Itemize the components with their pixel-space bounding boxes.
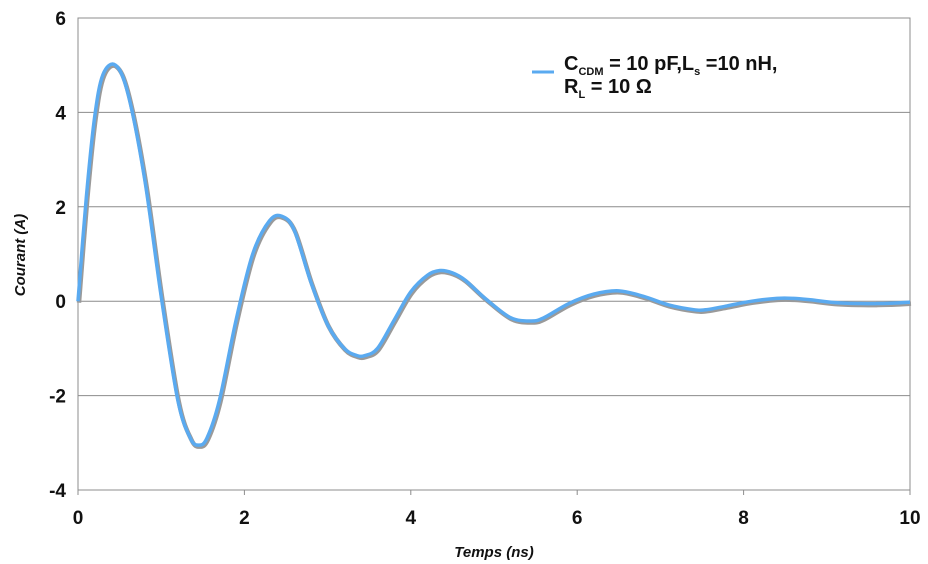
series-line-shadow xyxy=(76,63,912,449)
x-tick-label: 4 xyxy=(406,508,417,529)
y-tick-label: -4 xyxy=(49,481,66,502)
y-tick-label: 6 xyxy=(55,9,66,30)
legend-line-1: CCDM = 10 pF,Ls =10 nH, xyxy=(564,53,778,78)
legend: CCDM = 10 pF,Ls =10 nH, RL = 10 Ω xyxy=(532,53,778,101)
grid-lines xyxy=(77,17,911,495)
x-tick-label: 0 xyxy=(73,508,84,529)
y-tick-label: 4 xyxy=(55,103,66,124)
y-tick-label: -2 xyxy=(49,387,66,408)
series-line xyxy=(76,62,911,447)
x-tick-label: 6 xyxy=(572,508,583,529)
x-tick-label: 10 xyxy=(899,508,920,529)
x-tick-labels: 0 2 4 6 8 10 xyxy=(73,508,921,529)
y-tick-label: 0 xyxy=(55,292,66,313)
y-tick-labels: -4 -2 0 2 4 6 xyxy=(49,9,66,502)
series-layer xyxy=(76,62,912,449)
y-axis-title: Courant (A) xyxy=(12,214,29,297)
plot-frame xyxy=(77,17,911,491)
x-tick-label: 8 xyxy=(738,508,749,529)
y-tick-label: 2 xyxy=(55,198,66,219)
x-tick-label: 2 xyxy=(239,508,250,529)
x-axis-title: Temps (ns) xyxy=(454,544,533,561)
legend-line-2: RL = 10 Ω xyxy=(564,76,652,101)
